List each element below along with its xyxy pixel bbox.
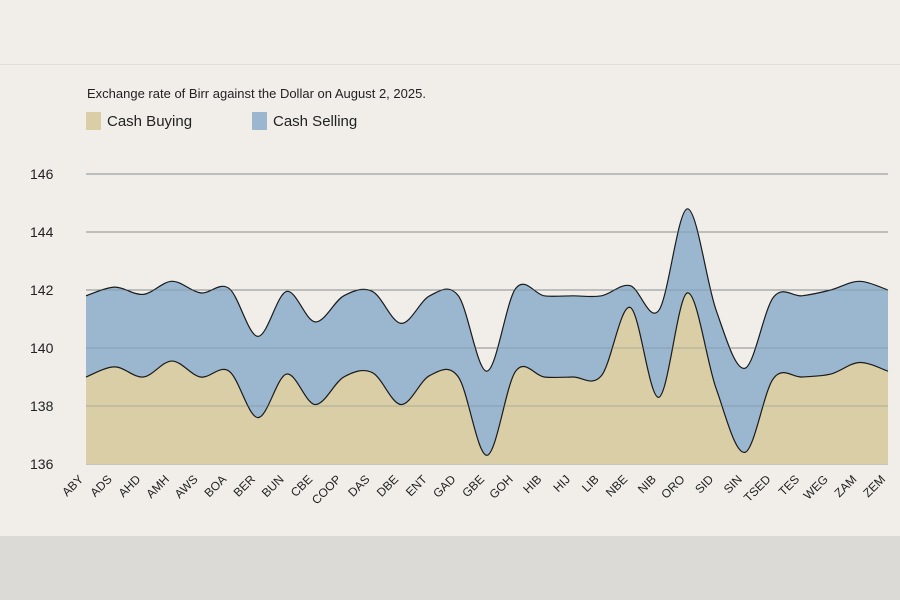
- x-tick-label: ZEM: [860, 472, 888, 500]
- y-tick-label: 140: [30, 340, 54, 356]
- header-divider: [0, 64, 900, 65]
- x-tick-label: NBE: [603, 472, 630, 499]
- x-tick-label: SIN: [721, 472, 745, 496]
- legend-swatch-cash-buying: [86, 112, 101, 130]
- y-tick-label: 136: [30, 456, 54, 472]
- chart-title: Exchange rate of Birr against the Dollar…: [87, 86, 426, 101]
- x-tick-label: ADS: [87, 472, 114, 499]
- x-tick-label: GOH: [487, 472, 516, 501]
- y-tick-label: 138: [30, 398, 54, 414]
- y-tick-label: 144: [30, 224, 54, 240]
- x-tick-label: TSED: [741, 472, 774, 505]
- x-tick-label: COOP: [309, 472, 344, 507]
- x-tick-label: LIB: [579, 472, 602, 495]
- legend-swatch-cash-selling: [252, 112, 267, 130]
- x-tick-label: DAS: [345, 472, 372, 499]
- x-tick-label: GBE: [459, 472, 487, 500]
- x-tick-label: TES: [776, 472, 802, 498]
- x-tick-label: NIB: [635, 472, 659, 496]
- x-tick-label: DBE: [374, 472, 401, 499]
- x-tick-label: HIB: [520, 472, 544, 496]
- x-tick-label: ORO: [658, 472, 687, 501]
- x-tick-label: AWS: [172, 472, 201, 501]
- x-tick-label: BOA: [202, 472, 230, 500]
- x-tick-label: GAD: [430, 472, 459, 501]
- x-tick-label: SID: [692, 472, 716, 496]
- x-tick-label: AMH: [143, 472, 172, 501]
- x-tick-label: ABY: [59, 472, 86, 499]
- line-cash-selling: [85, 208, 889, 372]
- area-cash-buying: [86, 292, 888, 464]
- footer-band: [0, 536, 900, 600]
- y-axis-ticks: 136 138 140 142 144 146: [30, 166, 54, 472]
- y-tick-label: 146: [30, 166, 54, 182]
- series-areas: [85, 173, 889, 464]
- x-tick-label: WEG: [801, 472, 831, 502]
- legend: Cash Buying Cash Selling: [86, 112, 357, 130]
- y-tick-label: 142: [30, 282, 54, 298]
- legend-label-cash-selling: Cash Selling: [273, 113, 357, 130]
- x-tick-label: AHD: [116, 472, 144, 500]
- x-tick-label: BER: [231, 472, 259, 500]
- legend-label-cash-buying: Cash Buying: [107, 113, 192, 130]
- x-tick-label: BUN: [259, 472, 287, 500]
- x-tick-label: ZAM: [832, 472, 860, 500]
- x-tick-label: ENT: [403, 472, 430, 499]
- x-tick-label: HIJ: [550, 472, 573, 495]
